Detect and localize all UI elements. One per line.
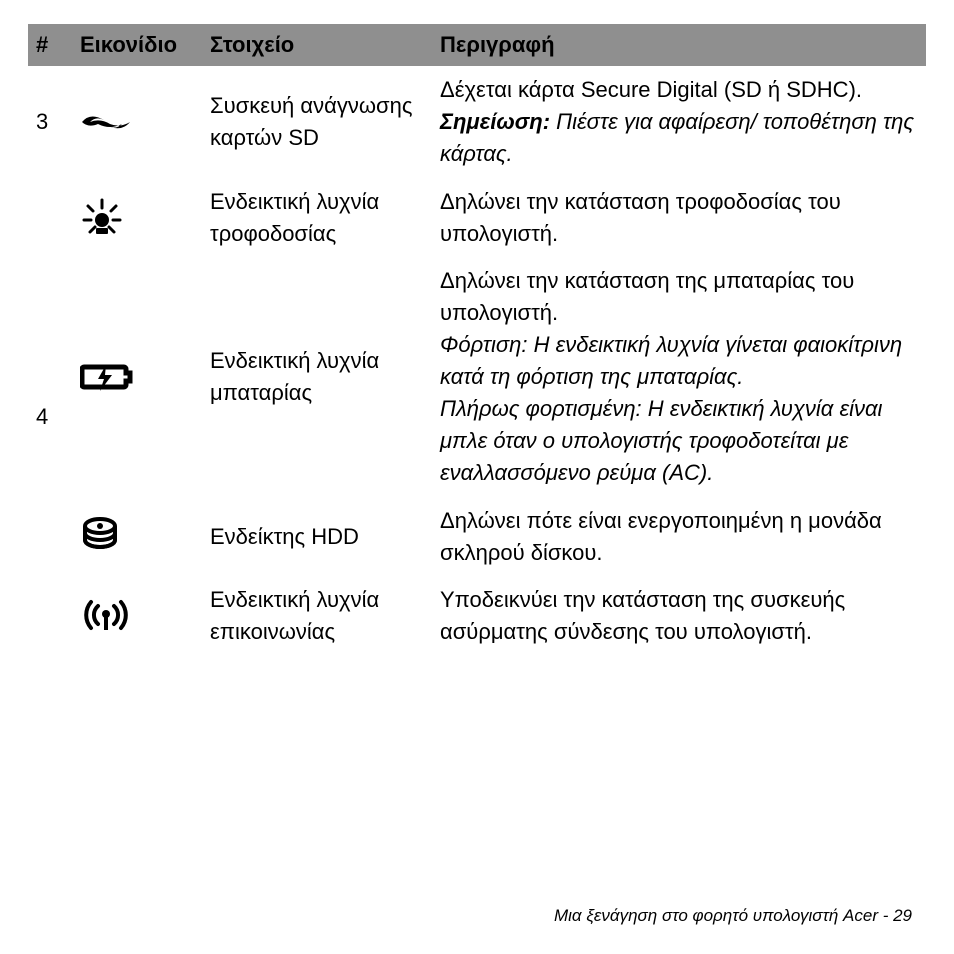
desc-cell: Δηλώνει την κατάσταση τροφοδοσίας του υπ… xyxy=(432,178,926,258)
desc-cell: Δέχεται κάρτα Secure Digital (SD ή SDHC)… xyxy=(432,66,926,178)
desc-plain: Δηλώνει την κατάσταση της μπαταρίας του … xyxy=(440,268,854,325)
desc-plain: Δέχεται κάρτα Secure Digital (SD ή SDHC)… xyxy=(440,77,862,102)
table-row: Ενδείκτης HDD Δηλώνει πότε είναι ενεργοπ… xyxy=(28,497,926,577)
table-row: Ενδεικτική λυχνία μπαταρίας Δηλώνει την … xyxy=(28,257,926,496)
desc-cell: Δηλώνει πότε είναι ενεργοποιημένη η μονά… xyxy=(432,497,926,577)
desc-cell: Υποδεικνύει την κατάσταση της συσκευής α… xyxy=(432,576,926,656)
icon-cell xyxy=(72,257,202,496)
spec-table: # Εικονίδιο Στοιχείο Περιγραφή 3 Συσκευή… xyxy=(28,24,926,656)
table-row: Ενδεικτική λυχνία επικοινωνίας Υποδεικνύ… xyxy=(28,576,926,656)
col-item: Στοιχείο xyxy=(202,24,432,66)
col-desc: Περιγραφή xyxy=(432,24,926,66)
battery-charge-icon xyxy=(80,359,136,395)
item-cell: Συσκευή ανάγνωσης καρτών SD xyxy=(202,66,432,178)
row-num: 4 xyxy=(28,178,72,657)
table-row: 4 xyxy=(28,178,926,258)
item-cell: Ενδείκτης HDD xyxy=(202,497,432,577)
table-row: 3 Συσκευή ανάγνωσης καρτών SD Δέχεται κά… xyxy=(28,66,926,178)
item-cell: Ενδεικτική λυχνία μπαταρίας xyxy=(202,257,432,496)
sd-card-icon xyxy=(80,110,134,134)
power-light-icon xyxy=(80,196,124,240)
col-num: # xyxy=(28,24,72,66)
desc-italic: Φόρτιση: Η ενδεικτική λυχνία γίνεται φαι… xyxy=(440,332,902,389)
icon-cell xyxy=(72,178,202,258)
item-cell: Ενδεικτική λυχνία επικοινωνίας xyxy=(202,576,432,656)
desc-cell: Δηλώνει την κατάσταση της μπαταρίας του … xyxy=(432,257,926,496)
hdd-icon xyxy=(80,517,120,557)
note-label: Σημείωση: xyxy=(440,109,550,134)
desc-italic: Πλήρως φορτισμένη: Η ενδεικτική λυχνία ε… xyxy=(440,396,882,485)
row-num: 3 xyxy=(28,66,72,178)
document-page: # Εικονίδιο Στοιχείο Περιγραφή 3 Συσκευή… xyxy=(0,0,954,954)
col-icon: Εικονίδιο xyxy=(72,24,202,66)
icon-cell xyxy=(72,497,202,577)
icon-cell xyxy=(72,576,202,656)
wireless-icon xyxy=(80,596,132,636)
item-cell: Ενδεικτική λυχνία τροφοδοσίας xyxy=(202,178,432,258)
icon-cell xyxy=(72,66,202,178)
page-footer: Μια ξενάγηση στο φορητό υπολογιστή Acer … xyxy=(554,906,912,926)
table-header: # Εικονίδιο Στοιχείο Περιγραφή xyxy=(28,24,926,66)
